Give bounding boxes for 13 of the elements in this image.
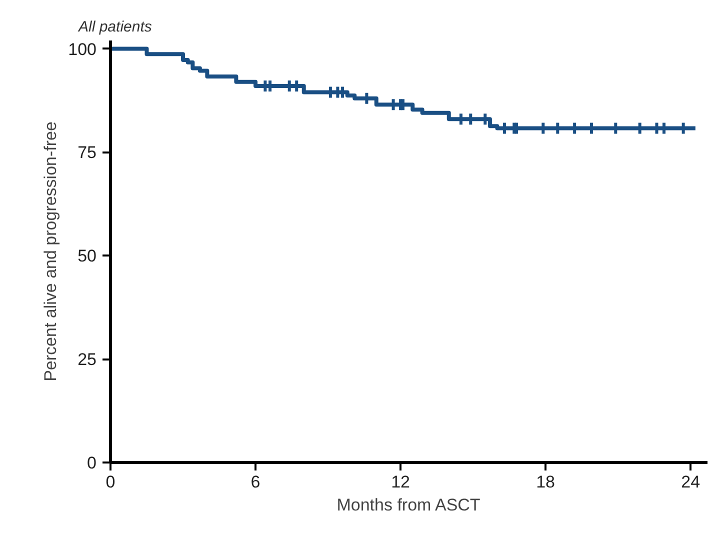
chart-title: All patients (78, 18, 152, 36)
x-tick-label: 12 (391, 472, 410, 492)
x-tick-label: 0 (106, 472, 116, 492)
y-tick-label: 100 (68, 40, 97, 59)
y-tick-label: 0 (87, 454, 97, 472)
y-tick-label: 50 (78, 246, 97, 266)
x-tick-label: 24 (681, 472, 700, 492)
x-tick-label: 6 (250, 472, 260, 492)
y-axis-title: Percent alive and progression-free (41, 122, 60, 382)
x-axis-title: Months from ASCT (336, 496, 480, 514)
x-tick-label: 18 (536, 472, 556, 492)
y-tick-label: 25 (78, 350, 97, 370)
y-tick-label: 75 (78, 143, 97, 162)
